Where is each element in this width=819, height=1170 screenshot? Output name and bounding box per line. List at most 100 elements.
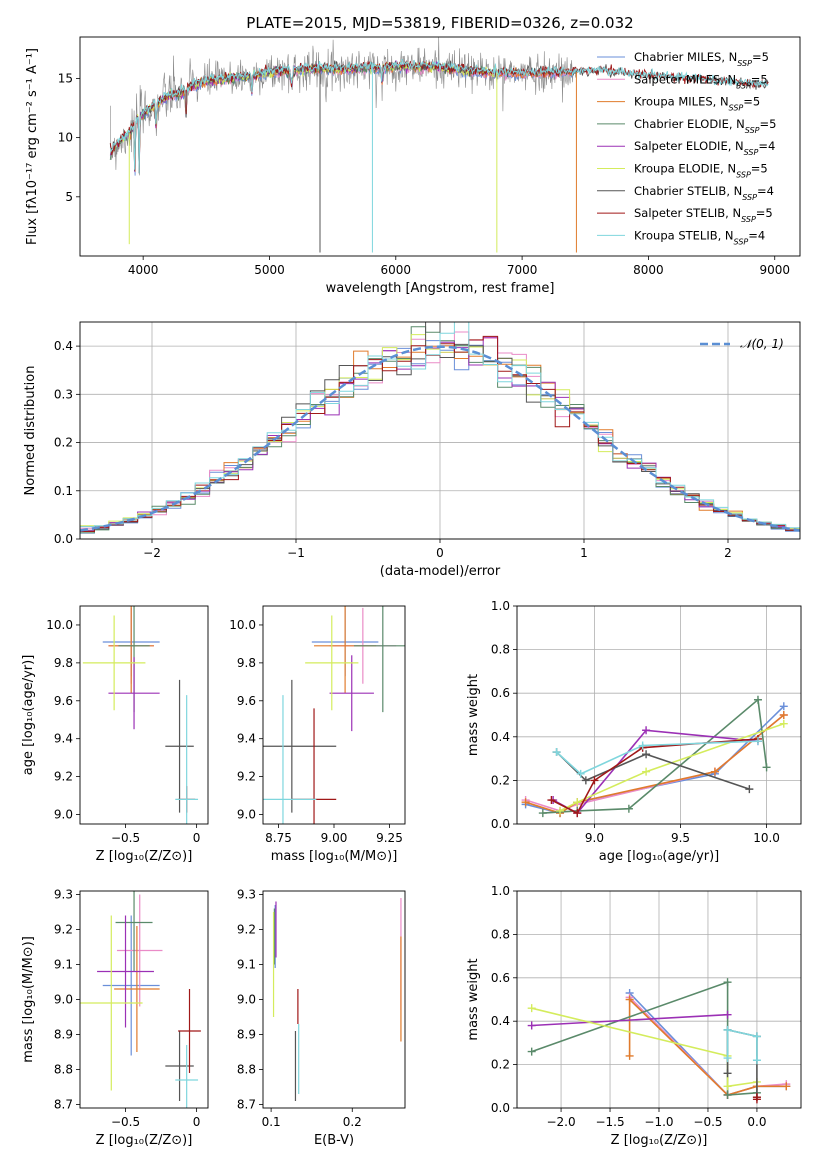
marker-chabrier-elodie xyxy=(527,1047,536,1056)
panel-mass_vs_EBV: 0.1 0.2 8.7 8.8 8.9 9.0 9.1 9.2 9.3 E(B-V) xyxy=(237,888,406,1148)
axes-frame xyxy=(79,321,801,540)
line-salpeter-elodie xyxy=(531,1013,728,1027)
y-tick-label: 1.0 xyxy=(491,884,510,898)
line-kroupa-stelib xyxy=(556,740,759,775)
axes-frame xyxy=(79,605,209,825)
marker-kroupa-stelib xyxy=(552,748,561,757)
axes-frame xyxy=(516,890,802,1109)
x-tick-label: −2.0 xyxy=(546,1115,575,1129)
marker-chabrier-elodie xyxy=(538,809,547,818)
y-tick-label: 10 xyxy=(58,131,73,145)
y-tick-label: 8.8 xyxy=(54,1063,73,1077)
axes-frame xyxy=(79,890,209,1109)
x-tick-label: 0 xyxy=(193,1115,201,1129)
y-tick-label: 0.8 xyxy=(491,643,510,657)
marker-salpeter-elodie xyxy=(642,726,651,735)
y-tick-label: 8.8 xyxy=(237,1063,256,1077)
x-tick-label: 0 xyxy=(193,831,201,845)
legend-label: Kroupa STELIB, NSSP=4 xyxy=(634,228,765,246)
marker-chabrier-stelib xyxy=(745,785,754,794)
marker-salpeter-stelib xyxy=(590,776,599,785)
legend-label: Kroupa MILES, NSSP=5 xyxy=(634,95,760,113)
x-tick-label: 9.5 xyxy=(671,831,690,845)
marker-kroupa-miles xyxy=(625,995,634,1004)
line-kroupa-stelib xyxy=(726,1028,758,1061)
plot-area xyxy=(521,695,788,818)
panel-spectrum: 4000 5000 6000 7000 8000 9000 5 10 15 wavelength … xyxy=(25,36,801,296)
x-tick-label: −1.0 xyxy=(644,1115,673,1129)
x-tick-label: −0.5 xyxy=(111,1115,140,1129)
x-axis-label: E(B-V) xyxy=(314,1133,354,1148)
y-tick-label: 0.8 xyxy=(491,927,510,941)
x-axis-label: Z [log₁₀(Z/Z⊙)] xyxy=(611,1133,708,1148)
x-tick-label: 2 xyxy=(724,546,732,560)
plot-area xyxy=(82,606,199,824)
axes-frame xyxy=(79,36,801,257)
y-tick-label: 9.3 xyxy=(54,888,73,902)
x-tick-label: 7000 xyxy=(507,263,538,277)
legend-label: Kroupa ELODIE, NSSP=5 xyxy=(634,162,768,180)
marker-kroupa-miles xyxy=(779,711,788,719)
y-tick-label: 9.4 xyxy=(237,732,256,746)
model-kroupa-stelib xyxy=(109,58,769,174)
y-tick-label: 0.3 xyxy=(54,387,73,401)
x-tick-label: −2 xyxy=(143,546,161,560)
marker-salpeter-stelib xyxy=(752,1095,761,1104)
marker-chabrier-elodie xyxy=(624,804,633,813)
plot-area xyxy=(527,978,791,1104)
y-tick-label: 9.0 xyxy=(237,808,256,822)
x-tick-label: 9.25 xyxy=(376,831,403,845)
y-tick-label: 0.4 xyxy=(491,1014,510,1028)
panel-mass_weight_vs_Z: −2.0 −1.5 −1.0 −0.5 0.0 0.0 0.2 0.4 0.6 0.8 1.0 Z [… xyxy=(466,884,802,1148)
plot-area xyxy=(272,898,402,1101)
y-tick-label: 9.6 xyxy=(237,694,256,708)
marker-kroupa-stelib xyxy=(576,769,585,778)
y-tick-label: 9.8 xyxy=(54,656,73,670)
y-tick-label: 0.6 xyxy=(491,686,510,700)
y-tick-label: 9.0 xyxy=(54,993,73,1007)
marker-chabrier-stelib xyxy=(723,1069,732,1078)
y-tick-label: 0.1 xyxy=(54,484,73,498)
marker-kroupa-stelib xyxy=(752,1056,761,1065)
panel-residual_histogram: −2 −1 0 1 2 0.0 0.1 0.2 0.3 0.4 (data-model)/error… xyxy=(23,321,801,579)
marker-chabrier-miles xyxy=(779,702,788,711)
panel-mass_vs_Z: −0.5 0 8.7 8.8 8.9 9.0 9.1 9.2 9.3 Z [log₁₀(Z/Z⊙)… xyxy=(21,888,209,1148)
y-tick-label: 0.6 xyxy=(491,971,510,985)
marker-kroupa-stelib xyxy=(752,1032,761,1041)
legend: Chabrier MILES, NSSP=5 Salpeter MILES, NS… xyxy=(597,50,776,246)
marker-salpeter-elodie xyxy=(723,1010,732,1019)
y-axis-label: Normed distribution xyxy=(23,366,38,496)
marker-kroupa-stelib xyxy=(723,1025,732,1034)
x-tick-label: −1.5 xyxy=(595,1115,624,1129)
y-tick-label: 9.2 xyxy=(237,923,256,937)
normal-curve xyxy=(80,345,800,532)
x-tick-label: 0.1 xyxy=(262,1115,281,1129)
x-tick-label: 9.0 xyxy=(585,831,604,845)
panel-mass_weight_vs_age: 9.0 9.5 10.0 0.0 0.2 0.4 0.6 0.8 1.0 age [log₁₀(a… xyxy=(466,599,802,864)
plot-area xyxy=(109,37,769,253)
plot-area xyxy=(80,322,800,539)
legend-label: Salpeter ELODIE, NSSP=4 xyxy=(634,139,775,157)
y-tick-label: 8.7 xyxy=(237,1098,256,1112)
x-axis-label: wavelength [Angstrom, rest frame] xyxy=(326,281,555,296)
y-tick-label: 9.6 xyxy=(54,694,73,708)
x-tick-label: 0 xyxy=(436,546,444,560)
marker-chabrier-elodie xyxy=(753,695,762,704)
marker-kroupa-stelib xyxy=(723,1054,732,1063)
marker-chabrier-elodie xyxy=(723,978,732,987)
marker-kroupa-elodie xyxy=(723,1082,732,1091)
y-tick-label: 9.1 xyxy=(237,958,256,972)
legend-label: 𝒩(0, 1) xyxy=(740,337,784,351)
y-tick-label: 0.0 xyxy=(491,1101,510,1115)
y-tick-label: 9.1 xyxy=(54,958,73,972)
y-tick-label: 0.2 xyxy=(54,436,73,450)
panel-age_vs_mass: 8.75 9.00 9.25 9.0 9.2 9.4 9.6 9.8 10.0 mass [log… xyxy=(229,605,406,864)
line-chabrier-elodie xyxy=(531,980,757,1096)
x-tick-label: −0.5 xyxy=(693,1115,722,1129)
panel-age_vs_Z: −0.5 0 9.0 9.2 9.4 9.6 9.8 10.0 Z [log₁₀(Z/Z⊙)] a… xyxy=(21,605,209,864)
x-tick-label: 10.0 xyxy=(753,831,780,845)
y-tick-label: 8.9 xyxy=(54,1028,73,1042)
x-tick-label: −0.5 xyxy=(111,831,140,845)
y-tick-label: 1.0 xyxy=(491,599,510,613)
